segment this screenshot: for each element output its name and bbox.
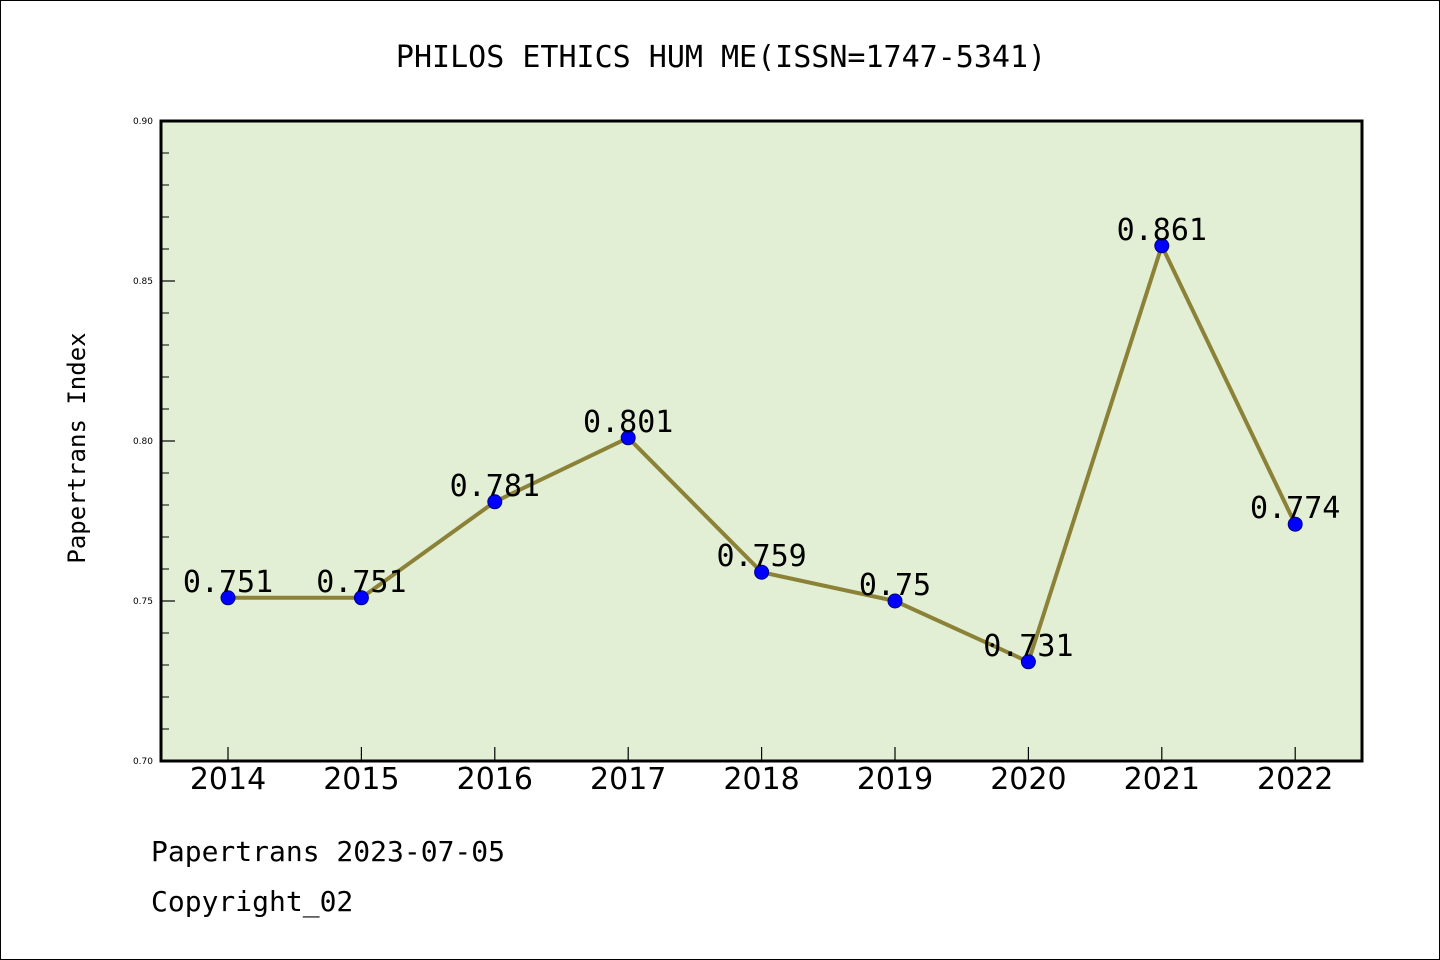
data-label: 0.731 bbox=[983, 629, 1073, 664]
y-tick-label: 0.85 bbox=[133, 277, 153, 287]
data-labels: 0.751 0.751 0.781 0.801 0.759 0.75 0.731 0.861 0… bbox=[183, 213, 1341, 664]
y-tick-label: 0.80 bbox=[133, 437, 153, 447]
y-axis-label: Papertrans Index bbox=[63, 332, 91, 563]
x-tick-label: 2019 bbox=[857, 762, 933, 797]
x-axis-ticks: 2014 2015 2016 2017 2018 2019 2020 2021 2022 bbox=[190, 747, 1333, 797]
x-tick-label: 2017 bbox=[590, 762, 666, 797]
y-axis-ticks: 0.70 0.75 0.80 0.85 0.90 bbox=[133, 117, 175, 767]
data-label: 0.759 bbox=[716, 539, 806, 574]
x-tick-label: 2021 bbox=[1124, 762, 1200, 797]
y-tick-label: 0.75 bbox=[133, 597, 153, 607]
data-point bbox=[1020, 654, 1036, 670]
data-point bbox=[754, 564, 770, 580]
data-point bbox=[220, 590, 236, 606]
plot-area bbox=[159, 119, 1364, 763]
data-point bbox=[487, 494, 503, 510]
y-tick-label: 0.90 bbox=[133, 117, 153, 127]
data-label: 0.801 bbox=[583, 405, 673, 440]
footer-copyright: Copyright_02 bbox=[151, 885, 354, 918]
data-label: 0.751 bbox=[316, 565, 406, 600]
x-tick-label: 2018 bbox=[723, 762, 799, 797]
data-label: 0.75 bbox=[859, 568, 931, 603]
data-point bbox=[620, 430, 636, 446]
chart-title: PHILOS ETHICS HUM ME(ISSN=1747-5341) bbox=[396, 40, 1046, 75]
data-point bbox=[1287, 516, 1303, 532]
data-label: 0.751 bbox=[183, 565, 273, 600]
series-layer bbox=[220, 238, 1303, 670]
footer-date: Papertrans 2023-07-05 bbox=[151, 835, 506, 868]
data-point bbox=[353, 590, 369, 606]
data-label: 0.781 bbox=[450, 469, 540, 504]
x-tick-label: 2014 bbox=[190, 762, 266, 797]
data-label: 0.861 bbox=[1117, 213, 1207, 248]
data-point bbox=[1154, 238, 1170, 254]
data-point bbox=[887, 593, 903, 609]
x-tick-label: 2016 bbox=[457, 762, 533, 797]
x-tick-label: 2020 bbox=[990, 762, 1066, 797]
x-tick-label: 2022 bbox=[1257, 762, 1333, 797]
x-tick-label: 2015 bbox=[323, 762, 399, 797]
y-tick-label: 0.70 bbox=[133, 757, 153, 767]
data-label: 0.774 bbox=[1250, 491, 1340, 526]
